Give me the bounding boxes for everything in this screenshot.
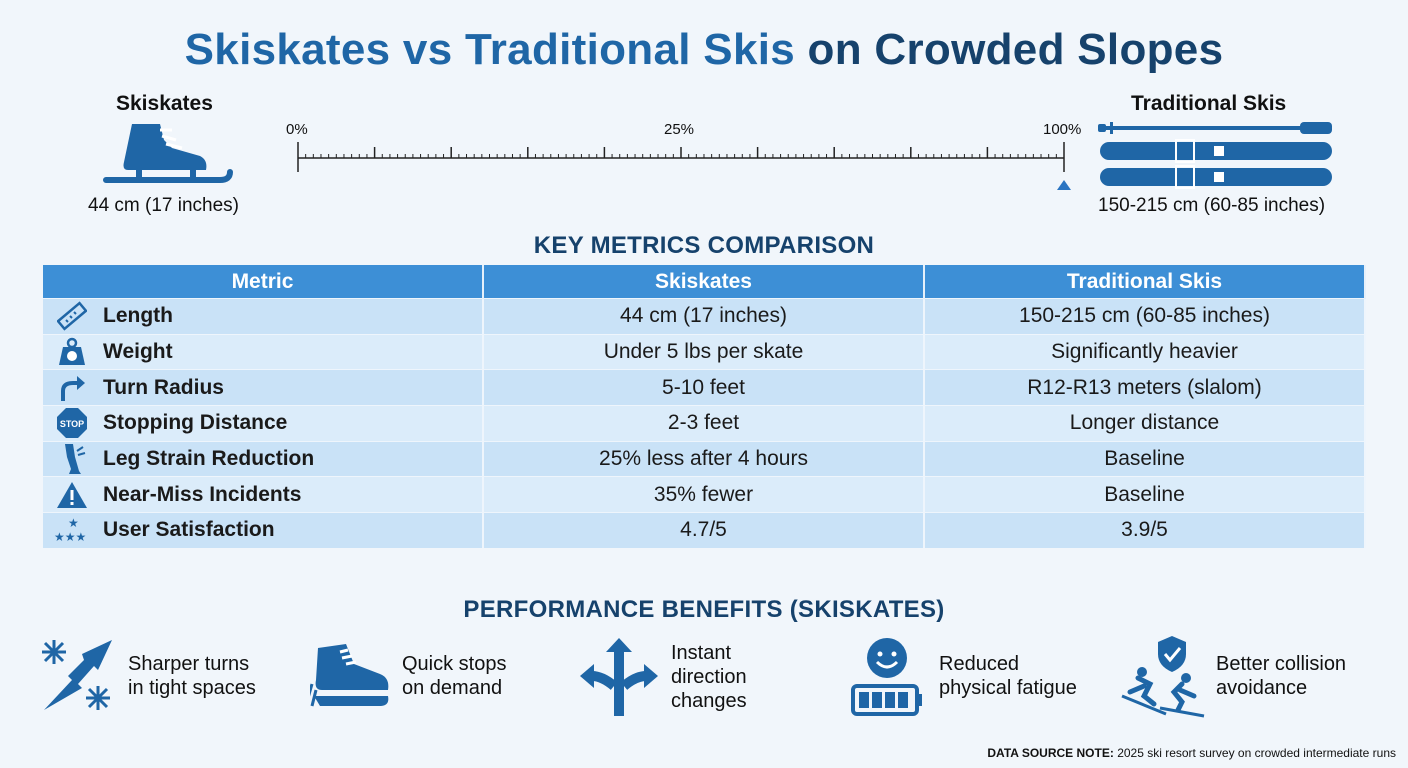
note-text: 2025 ski resort survey on crowded interm… <box>1117 746 1396 760</box>
skiskates-value: 44 cm (17 inches) <box>483 298 925 335</box>
skiskates-value: 2-3 feet <box>483 405 925 442</box>
traditional-value: 3.9/5 <box>924 512 1366 548</box>
header-traditional: Traditional Skis <box>924 265 1366 299</box>
scale-label-100: 100% <box>1043 121 1082 138</box>
metric-cell: ★ ★★★ User Satisfaction <box>43 512 484 548</box>
metric-cell: Near-Miss Incidents <box>43 476 484 513</box>
shoe-icon <box>310 644 389 707</box>
skis-and-poles-icon <box>1098 122 1332 189</box>
skiers-shield-icon <box>1121 636 1205 718</box>
table-header-row: Metric Skiskates Traditional Skis <box>43 265 1366 299</box>
metrics-table: Metric Skiskates Traditional Skis Length… <box>43 265 1366 548</box>
skiskates-label: Skiskates <box>116 92 213 115</box>
benefits-heading: PERFORMANCE BENEFITS (SKISKATES) <box>463 596 945 623</box>
smiley-battery-icon <box>851 638 922 716</box>
title-part-1: Skiskates vs Traditional Skis <box>184 25 796 74</box>
scale-label-0: 0% <box>286 121 308 138</box>
header-skiskates: Skiskates <box>483 265 925 299</box>
turn-arrow-icon <box>49 373 95 403</box>
metric-cell: STOP Stopping Distance <box>43 405 484 442</box>
traditional-value: 150-215 cm (60-85 inches) <box>924 298 1366 335</box>
svg-text:STOP: STOP <box>60 419 84 429</box>
leg-icon <box>49 444 95 475</box>
length-scale <box>297 142 1071 190</box>
traditional-value: R12-R13 meters (slalom) <box>924 369 1366 406</box>
metric-cell: Weight <box>43 333 484 370</box>
ice-skate-icon <box>103 124 233 183</box>
weight-icon <box>49 337 95 367</box>
metric-cell: Turn Radius <box>43 369 484 406</box>
metric-label: Near-Miss Incidents <box>103 482 302 506</box>
benefit-sharper-turns: Sharper turns in tight spaces <box>128 653 256 699</box>
metric-label: Length <box>103 304 173 328</box>
metric-cell: Leg Strain Reduction <box>43 440 484 477</box>
traditional-value: Significantly heavier <box>924 333 1366 370</box>
table-row: Near-Miss Incidents 35% fewer Baseline <box>43 476 1366 513</box>
benefit-quick-stops: Quick stops on demand <box>402 653 507 699</box>
split-arrows-icon <box>580 638 658 716</box>
title-part-2: on Crowded Slopes <box>807 25 1224 74</box>
scale-marker <box>1057 180 1071 190</box>
table-row: ★ ★★★ User Satisfaction 4.7/5 3.9/5 <box>43 512 1366 548</box>
traditional-skis-length: 150-215 cm (60-85 inches) <box>1098 195 1326 216</box>
table-row: STOP Stopping Distance 2-3 feet Longer d… <box>43 405 1366 442</box>
metric-label: Leg Strain Reduction <box>103 447 315 471</box>
table-row: Length 44 cm (17 inches) 150-215 cm (60-… <box>43 298 1366 335</box>
benefit-direction-changes: Instant direction changes <box>671 642 747 712</box>
metrics-heading: KEY METRICS COMPARISON <box>533 232 875 259</box>
table-row: Leg Strain Reduction 25% less after 4 ho… <box>43 440 1366 477</box>
note-label: DATA SOURCE NOTE: <box>987 746 1114 760</box>
benefit-collision-avoidance: Better collision avoidance <box>1216 653 1347 699</box>
traditional-value: Longer distance <box>924 405 1366 442</box>
benefit-reduced-fatigue: Reduced physical fatigue <box>939 653 1077 699</box>
table-row: Turn Radius 5-10 feet R12-R13 meters (sl… <box>43 369 1366 406</box>
skiskates-value: 35% fewer <box>483 476 925 513</box>
svg-text:★: ★ <box>68 516 79 530</box>
skiskates-length: 44 cm (17 inches) <box>88 195 240 216</box>
stars-icon: ★ ★★★ <box>49 515 95 545</box>
skiskates-value: 25% less after 4 hours <box>483 440 925 477</box>
table-row: Weight Under 5 lbs per skate Significant… <box>43 333 1366 370</box>
snowflake-arrow-icon <box>42 640 112 710</box>
svg-text:★★★: ★★★ <box>54 530 86 544</box>
header-metric: Metric <box>43 265 484 299</box>
data-source-note: DATA SOURCE NOTE: 2025 ski resort survey… <box>987 746 1396 760</box>
traditional-skis-label: Traditional Skis <box>1131 92 1287 115</box>
skiskates-value: 4.7/5 <box>483 512 925 548</box>
metric-cell: Length <box>43 298 484 335</box>
skiskates-value: Under 5 lbs per skate <box>483 333 925 370</box>
metric-label: Weight <box>103 340 173 364</box>
metric-label: Turn Radius <box>103 375 224 399</box>
warning-icon <box>49 480 95 510</box>
page-title: Skiskates vs Traditional Skis on Crowded… <box>0 22 1408 78</box>
stop-sign-icon: STOP <box>49 408 95 439</box>
metric-label: Stopping Distance <box>103 411 288 435</box>
metric-label: User Satisfaction <box>103 518 275 542</box>
scale-label-25: 25% <box>664 121 695 138</box>
skiskates-value: 5-10 feet <box>483 369 925 406</box>
ruler-icon <box>49 301 95 331</box>
traditional-value: Baseline <box>924 476 1366 513</box>
traditional-value: Baseline <box>924 440 1366 477</box>
